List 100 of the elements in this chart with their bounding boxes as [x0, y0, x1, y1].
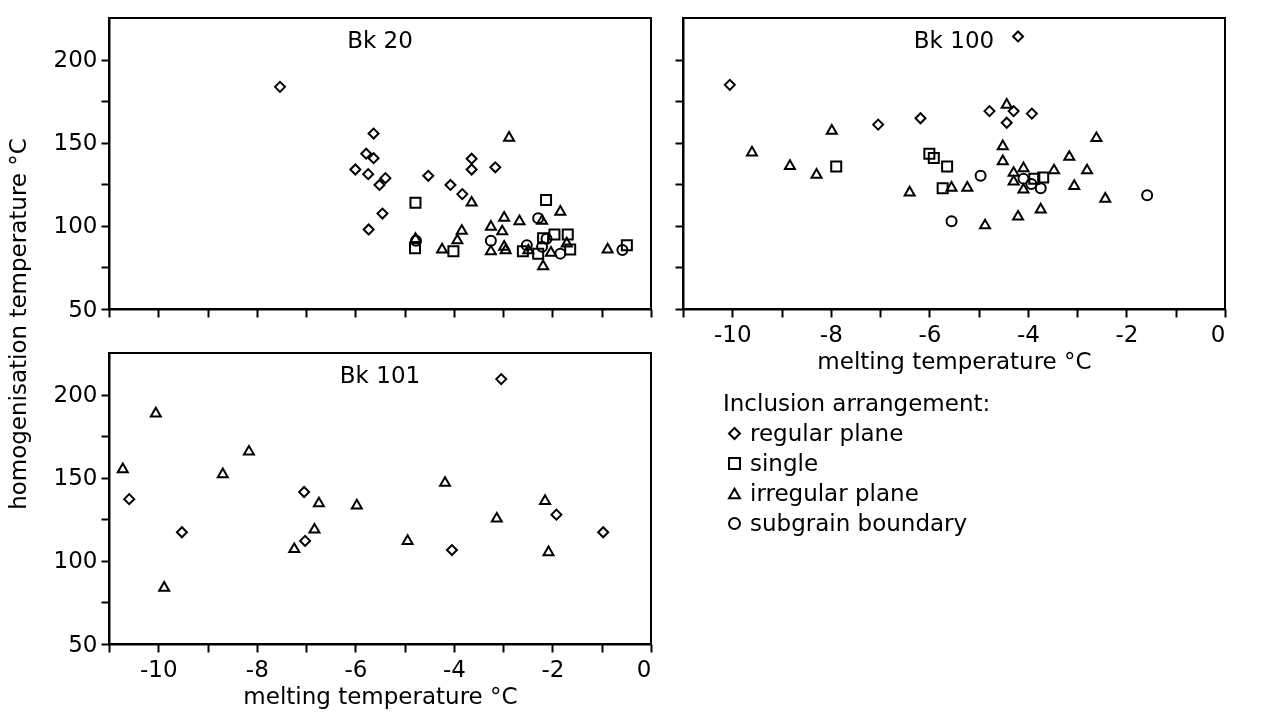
point	[974, 169, 987, 182]
point	[810, 167, 823, 179]
point	[465, 152, 478, 165]
point	[548, 228, 561, 241]
x-axis-title: melting temperature °C	[243, 682, 518, 709]
point	[116, 462, 129, 474]
point	[532, 212, 545, 225]
point	[923, 147, 936, 160]
point	[1037, 171, 1050, 184]
x-tick-label: -10	[713, 320, 752, 347]
point	[1000, 97, 1013, 109]
point	[996, 154, 1009, 166]
point	[349, 163, 362, 176]
point	[490, 511, 503, 523]
point	[422, 169, 435, 182]
point	[1007, 166, 1020, 177]
point	[745, 145, 758, 157]
point	[927, 152, 940, 165]
point	[273, 80, 286, 93]
x-tick-label: -4	[442, 655, 466, 682]
point	[1068, 179, 1081, 190]
point	[379, 172, 392, 185]
x-tick-label: -4	[1016, 320, 1040, 347]
point	[520, 239, 533, 252]
point	[1012, 30, 1025, 43]
point	[936, 182, 949, 195]
point	[1090, 131, 1103, 143]
point	[1000, 116, 1013, 129]
point	[216, 467, 229, 479]
point	[825, 124, 838, 135]
point	[723, 78, 736, 91]
point	[489, 161, 502, 174]
point	[564, 243, 577, 256]
point	[996, 139, 1009, 151]
point	[242, 444, 255, 456]
x-tick-label: -2	[1115, 320, 1139, 347]
x-axis-title: melting temperature °C	[817, 347, 1092, 374]
point	[914, 112, 927, 125]
x-tick-label: 0	[636, 655, 652, 682]
point	[1034, 202, 1047, 214]
y-tick-label: 150	[53, 129, 98, 156]
y-tick-label: 200	[53, 46, 98, 73]
point	[409, 232, 422, 243]
point	[499, 243, 512, 255]
point	[465, 163, 478, 176]
legend-label: irregular plane	[750, 479, 919, 506]
y-axis-title: homogenisation temperature °C	[5, 138, 31, 510]
point	[445, 544, 458, 557]
point	[1028, 172, 1041, 185]
point	[362, 168, 375, 181]
y-tick-label: 100	[53, 212, 98, 239]
point	[961, 181, 974, 192]
point	[550, 508, 563, 521]
point	[123, 493, 136, 506]
point	[561, 228, 574, 241]
point	[498, 239, 511, 251]
point	[298, 486, 311, 499]
point	[945, 215, 958, 228]
y-tick-label: 200	[53, 381, 98, 408]
point	[537, 259, 550, 271]
point	[983, 105, 996, 118]
point	[439, 476, 452, 487]
point	[532, 247, 545, 260]
point	[308, 522, 321, 534]
y-tick-label: 150	[53, 464, 98, 491]
point	[158, 580, 171, 592]
x-tick-label: -10	[139, 655, 178, 682]
chart-title: Bk 100	[913, 27, 995, 53]
point	[560, 236, 573, 248]
point	[554, 205, 567, 216]
point	[1017, 182, 1030, 194]
point	[444, 178, 457, 191]
x-tick-label: -8	[819, 320, 843, 347]
legend-label: single	[750, 449, 819, 476]
point	[903, 185, 916, 197]
point	[1007, 105, 1020, 118]
point	[376, 207, 389, 220]
point	[1081, 163, 1094, 175]
point	[367, 127, 380, 140]
point	[979, 218, 992, 230]
chart-title: Bk 101	[339, 362, 421, 388]
x-tick-label: 0	[1210, 320, 1226, 347]
point	[542, 545, 555, 557]
point	[401, 534, 414, 545]
point	[513, 214, 526, 226]
point	[830, 160, 843, 173]
point	[597, 526, 610, 539]
point	[1034, 182, 1047, 195]
point	[601, 242, 614, 254]
point	[1007, 174, 1020, 186]
point	[1017, 172, 1030, 185]
point	[539, 494, 552, 505]
point	[872, 118, 885, 131]
point	[945, 181, 958, 192]
x-tick-label: -6	[918, 320, 942, 347]
point	[516, 245, 529, 258]
y-tick-label: 50	[68, 295, 98, 322]
x-tick-label: -2	[541, 655, 565, 682]
point	[1063, 150, 1076, 161]
point	[362, 223, 375, 236]
